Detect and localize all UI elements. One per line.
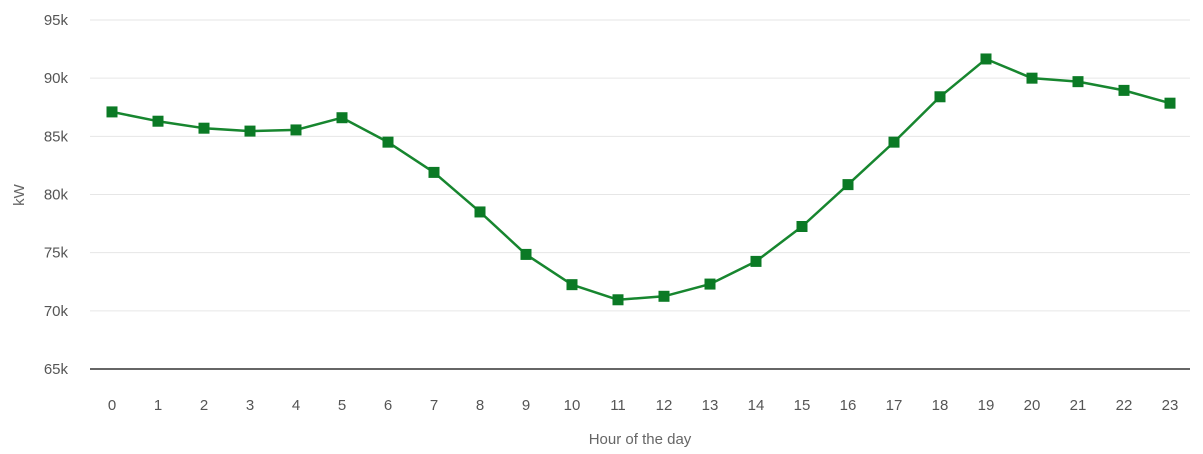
x-tick-label: 8: [476, 397, 484, 414]
data-point-marker[interactable]: [520, 248, 532, 260]
data-point-marker[interactable]: [106, 106, 118, 118]
x-tick-label: 4: [292, 397, 300, 414]
data-point-marker[interactable]: [980, 53, 992, 65]
x-tick-label: 23: [1162, 397, 1179, 414]
data-point-marker[interactable]: [566, 279, 578, 291]
y-axis-title: kW: [11, 183, 28, 206]
data-point-marker[interactable]: [704, 278, 716, 290]
x-tick-label: 0: [108, 397, 116, 414]
data-point-marker[interactable]: [1164, 97, 1176, 109]
x-tick-label: 16: [840, 397, 857, 414]
x-tick-label: 7: [430, 397, 438, 414]
data-point-marker[interactable]: [198, 122, 210, 134]
series-line: [111, 57, 1171, 302]
x-tick-label: 10: [564, 397, 581, 414]
data-point-marker[interactable]: [612, 294, 624, 306]
x-tick-label: 21: [1070, 397, 1087, 414]
x-tick-label: 20: [1024, 397, 1041, 414]
data-point-marker[interactable]: [796, 220, 808, 232]
x-tick-label: 2: [200, 397, 208, 414]
y-tick-label: 85k: [44, 128, 69, 145]
data-point-marker[interactable]: [152, 115, 164, 127]
y-tick-label: 90k: [44, 70, 69, 87]
data-point-marker[interactable]: [290, 124, 302, 136]
y-tick-label: 80k: [44, 187, 69, 204]
data-point-marker[interactable]: [888, 136, 900, 148]
y-tick-label: 95k: [44, 12, 69, 29]
x-tick-label: 9: [522, 397, 530, 414]
series-group: [106, 53, 1176, 306]
data-point-marker[interactable]: [336, 112, 348, 124]
data-point-marker[interactable]: [1072, 76, 1084, 88]
y-tick-label: 75k: [44, 245, 69, 262]
y-tick-label: 70k: [44, 303, 69, 320]
grid-lines: [90, 19, 1190, 312]
x-tick-label: 5: [338, 397, 346, 414]
data-point-marker[interactable]: [382, 136, 394, 148]
data-point-marker[interactable]: [658, 290, 670, 302]
data-point-marker[interactable]: [244, 125, 256, 137]
data-point-marker[interactable]: [1118, 84, 1130, 96]
y-tick-label: 65k: [44, 361, 69, 378]
x-tick-label: 15: [794, 397, 811, 414]
x-axis-tick-labels: 0 1 2 3 4 5 6 7 8 9 10 11 12 13 14 15 16 17 18 19 20 21 22 23: [108, 397, 1179, 414]
data-point-marker[interactable]: [934, 91, 946, 103]
x-tick-label: 14: [748, 397, 765, 414]
x-axis-title: Hour of the day: [589, 431, 692, 448]
data-point-marker[interactable]: [428, 166, 440, 178]
data-point-marker[interactable]: [474, 206, 486, 218]
x-tick-label: 12: [656, 397, 673, 414]
data-point-marker[interactable]: [842, 179, 854, 191]
x-tick-label: 18: [932, 397, 949, 414]
x-tick-label: 22: [1116, 397, 1133, 414]
data-point-marker[interactable]: [1026, 72, 1038, 84]
x-tick-label: 1: [154, 397, 162, 414]
x-tick-label: 17: [886, 397, 903, 414]
y-axis-tick-labels: 65k 70k 75k 80k 85k 90k 95k: [44, 12, 69, 378]
x-tick-label: 11: [610, 397, 626, 414]
data-point-marker[interactable]: [750, 255, 762, 267]
x-tick-label: 3: [246, 397, 254, 414]
x-tick-label: 19: [978, 397, 995, 414]
x-tick-label: 6: [384, 397, 392, 414]
x-tick-label: 13: [702, 397, 719, 414]
